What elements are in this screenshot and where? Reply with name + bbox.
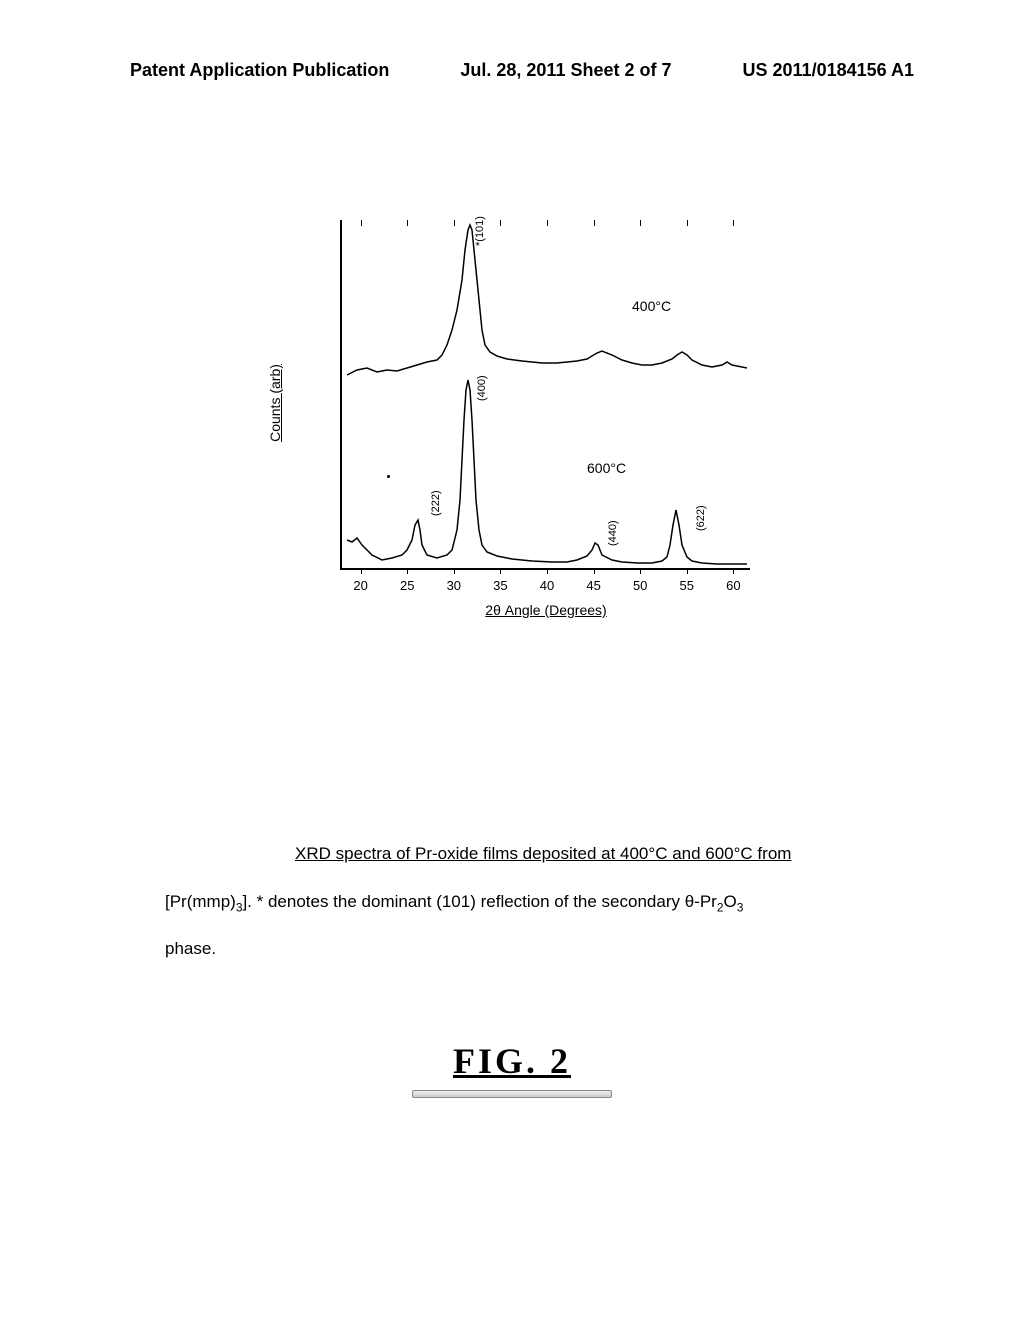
x-tick: 35 (493, 578, 507, 593)
x-tick: 45 (586, 578, 600, 593)
x-axis-label: 2θ Angle (Degrees) (485, 602, 606, 618)
x-tick: 50 (633, 578, 647, 593)
figure-underline (412, 1090, 612, 1098)
x-tick: 20 (353, 578, 367, 593)
x-tick: 25 (400, 578, 414, 593)
temperature-label: 400°C (632, 298, 671, 314)
peak-label: (622) (695, 505, 707, 531)
x-tick: 30 (447, 578, 461, 593)
x-tick: 40 (540, 578, 554, 593)
y-axis-label: Counts (arb) (267, 364, 283, 442)
peak-label: (400) (476, 375, 488, 401)
figure-caption: XRD spectra of Pr-oxide films deposited … (165, 830, 865, 973)
x-tick: 55 (680, 578, 694, 593)
header-left: Patent Application Publication (130, 60, 389, 81)
temperature-label: 600°C (587, 460, 626, 476)
dot-marker (387, 475, 390, 478)
peak-label: (222) (430, 490, 442, 516)
x-tick: 60 (726, 578, 740, 593)
lower-curve (347, 380, 747, 564)
figure-number: FIG. 2 (453, 1040, 571, 1082)
peak-label: (440) (607, 520, 619, 546)
upper-curve (347, 225, 747, 375)
peak-label: *(101) (474, 216, 486, 246)
xrd-chart: Counts (arb) 2θ Angle (Degrees) 20253035… (280, 220, 770, 620)
chart-lines (342, 220, 752, 570)
header-right: US 2011/0184156 A1 (743, 60, 914, 81)
chart-axes: 2θ Angle (Degrees) 202530354045505560*(1… (340, 220, 750, 570)
header-center: Jul. 28, 2011 Sheet 2 of 7 (460, 60, 671, 81)
